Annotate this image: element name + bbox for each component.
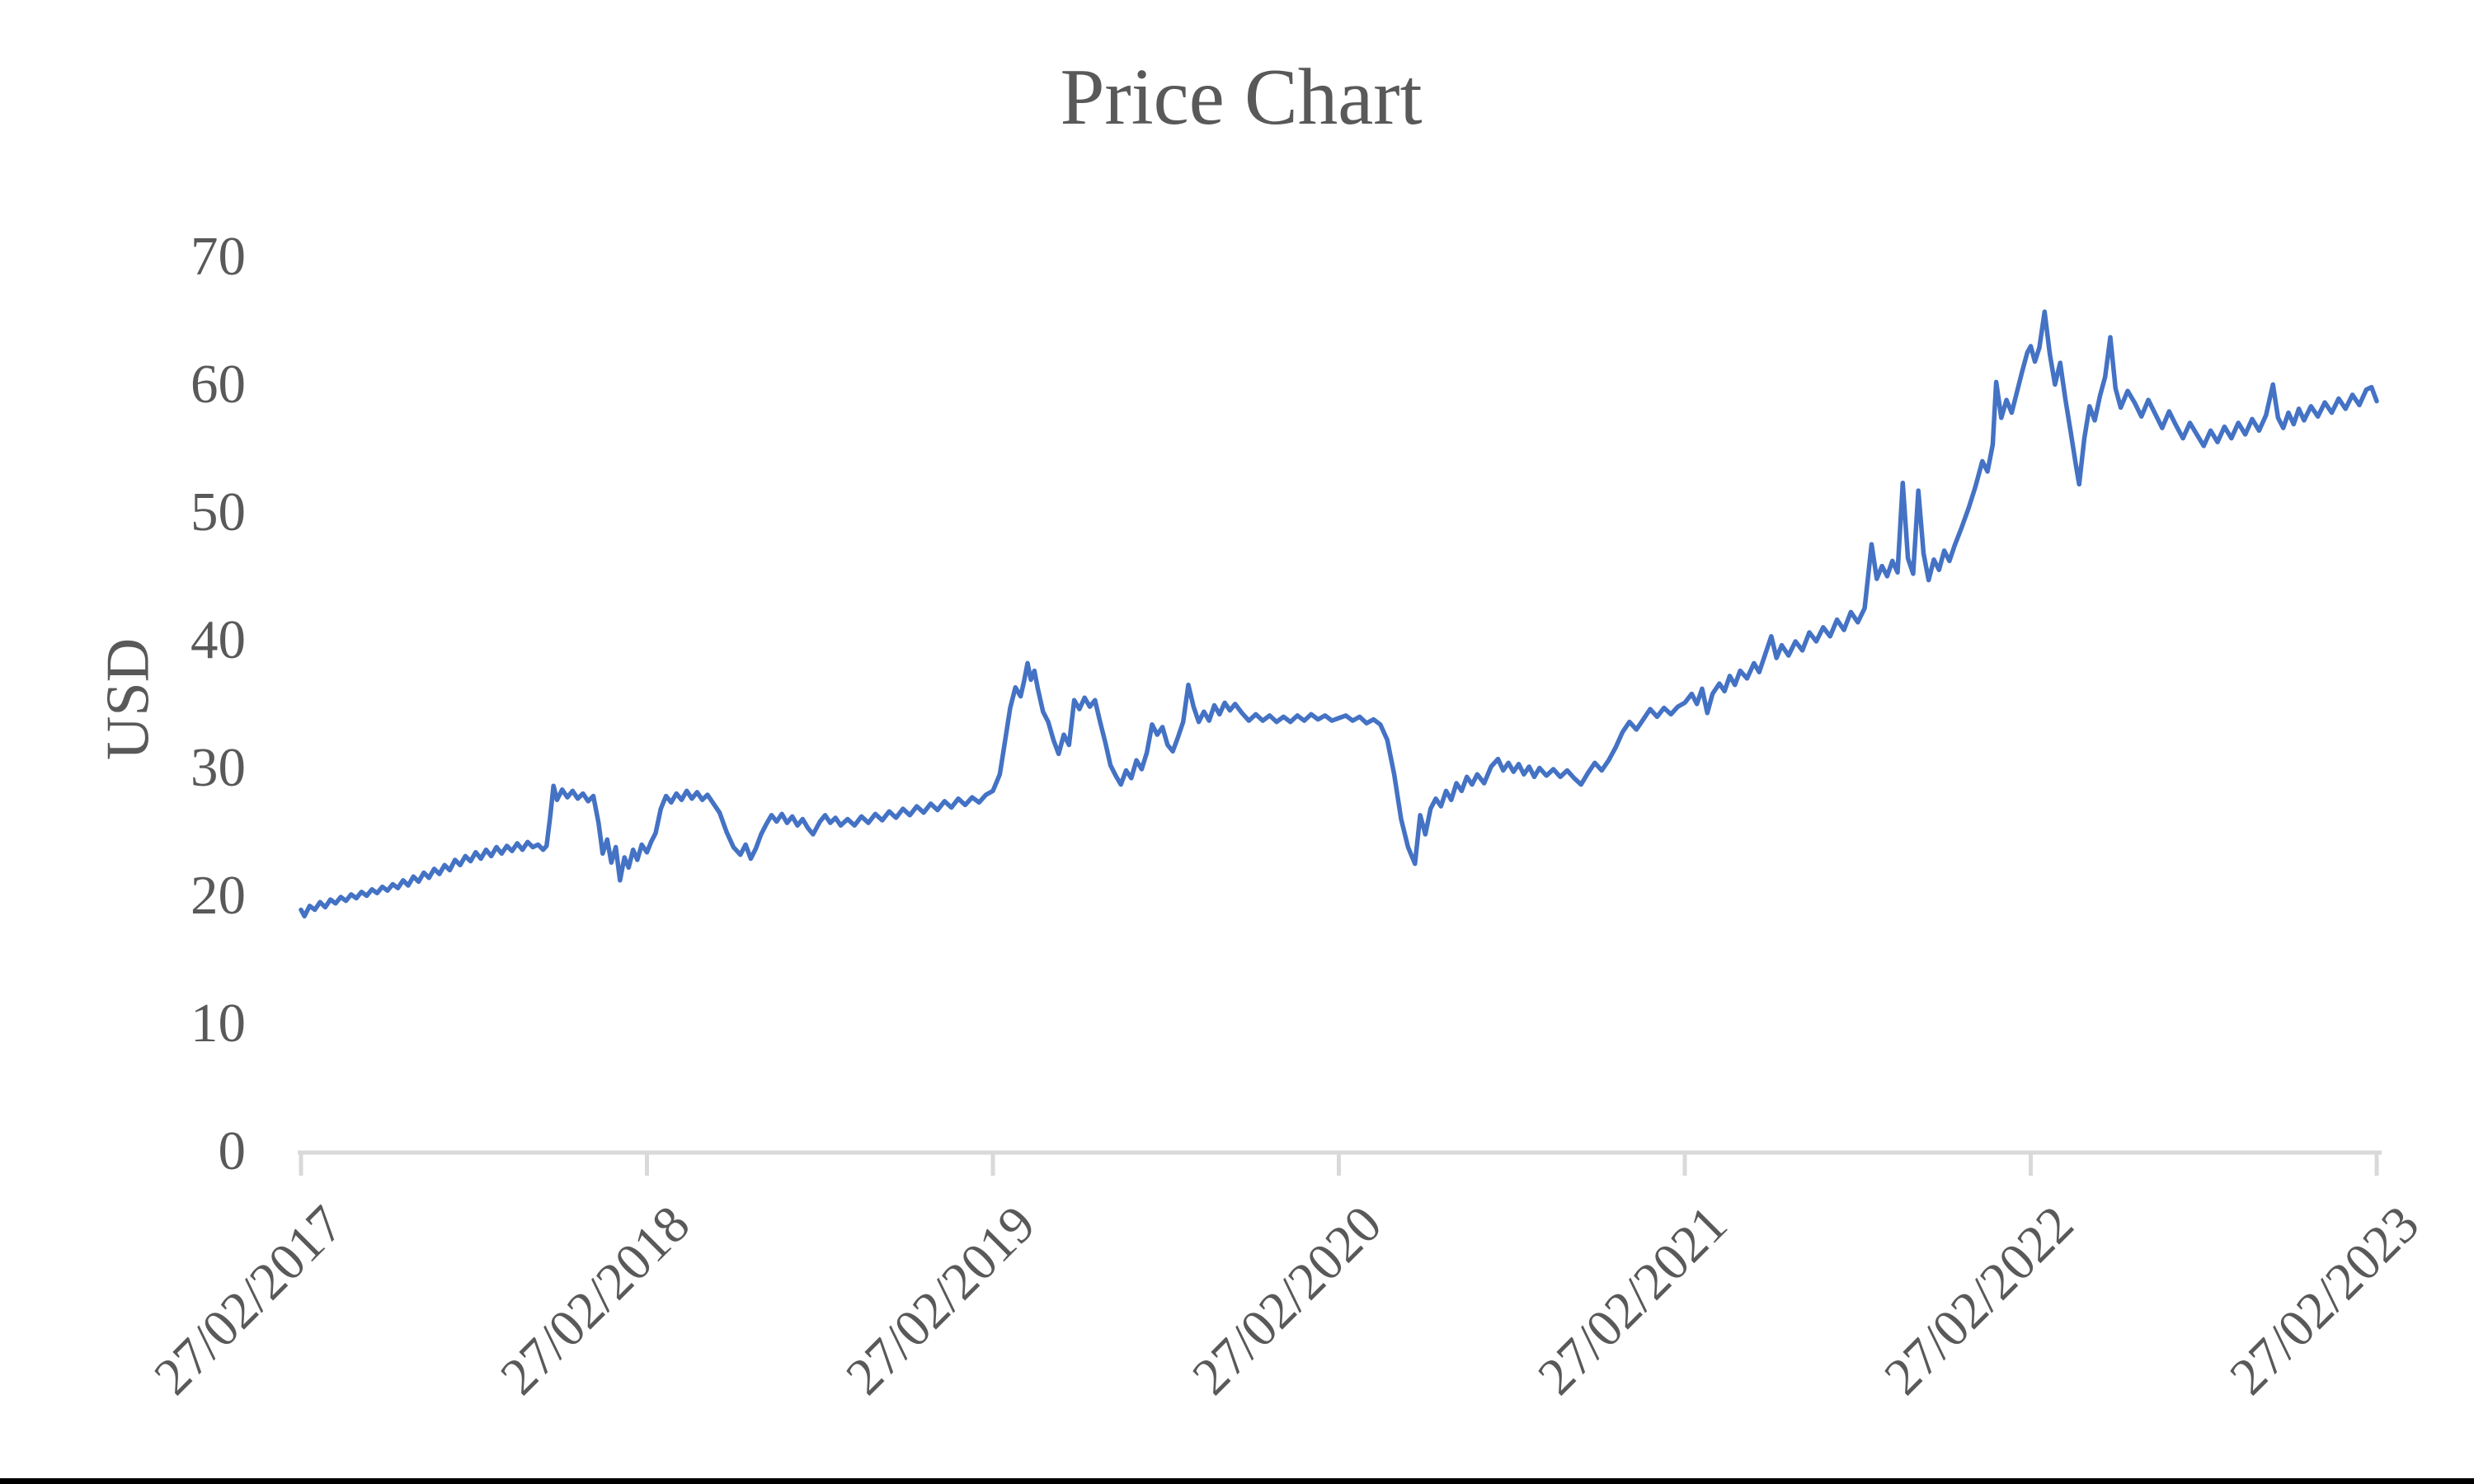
y-tick-label: 20 xyxy=(190,864,246,926)
y-tick-label: 50 xyxy=(190,481,246,542)
y-tick-label: 30 xyxy=(190,736,246,798)
y-tick-label: 40 xyxy=(190,608,246,670)
window-bottom-edge xyxy=(0,1478,2474,1484)
price-series-line xyxy=(299,309,2379,919)
y-tick-label: 60 xyxy=(190,353,246,415)
y-tick-label: 70 xyxy=(190,225,246,287)
y-tick-label: 10 xyxy=(190,992,246,1054)
y-tick-label: 0 xyxy=(218,1120,247,1181)
chart-title: Price Chart xyxy=(1060,53,1423,141)
